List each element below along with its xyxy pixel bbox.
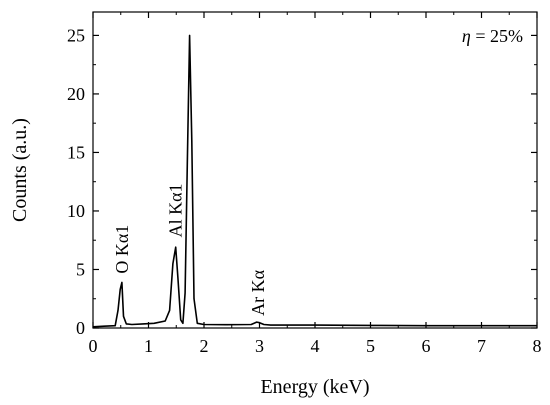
peak-label: Al Kα1 — [166, 183, 186, 237]
x-tick-label: 5 — [366, 336, 375, 356]
y-axis-title: Counts (a.u.) — [9, 118, 31, 222]
spectrum-line — [92, 34, 537, 328]
y-axis: 0 5 10 15 20 25 — [67, 25, 537, 338]
y-tick-label: 5 — [76, 259, 85, 279]
peak-labels: O Kα1 Al Kα1 Ar Kα — [112, 183, 268, 315]
y-tick-label: 10 — [67, 201, 85, 221]
x-tick-label: 6 — [422, 336, 431, 356]
y-tick-label: 15 — [67, 142, 85, 162]
x-tick-label: 8 — [533, 336, 542, 356]
x-tick-label: 4 — [311, 336, 320, 356]
y-tick-label: 20 — [67, 84, 85, 104]
annotation-symbol: η — [462, 26, 471, 46]
plot-frame — [92, 11, 538, 329]
peak-label: Ar Kα — [248, 269, 268, 315]
x-tick-label: 2 — [200, 336, 209, 356]
x-tick-label: 0 — [89, 336, 98, 356]
y-tick-label: 0 — [76, 318, 85, 338]
x-axis: 0 1 2 3 4 5 6 7 8 — [89, 12, 542, 356]
y-tick-label: 25 — [67, 25, 85, 45]
x-tick-label: 3 — [255, 336, 264, 356]
efficiency-annotation: η = 25% — [462, 26, 523, 46]
x-axis-title: Energy (keV) — [260, 376, 369, 398]
peak-label: O Kα1 — [112, 225, 132, 274]
annotation-text: = 25% — [471, 26, 523, 46]
x-tick-label: 1 — [144, 336, 153, 356]
x-tick-label: 7 — [477, 336, 486, 356]
